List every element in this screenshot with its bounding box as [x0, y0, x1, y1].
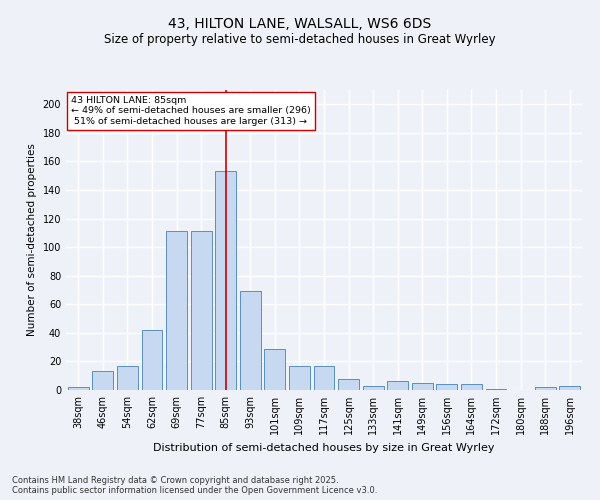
Bar: [215, 172, 236, 390]
Text: 43, HILTON LANE, WALSALL, WS6 6DS: 43, HILTON LANE, WALSALL, WS6 6DS: [169, 18, 431, 32]
Bar: [166, 232, 187, 390]
Text: Size of property relative to semi-detached houses in Great Wyrley: Size of property relative to semi-detach…: [104, 32, 496, 46]
Bar: [436, 384, 457, 390]
Bar: [92, 372, 113, 390]
Text: 43 HILTON LANE: 85sqm
← 49% of semi-detached houses are smaller (296)
 51% of se: 43 HILTON LANE: 85sqm ← 49% of semi-deta…: [71, 96, 311, 126]
Bar: [68, 387, 89, 390]
Bar: [485, 388, 506, 390]
Bar: [338, 378, 359, 390]
Text: Contains HM Land Registry data © Crown copyright and database right 2025.
Contai: Contains HM Land Registry data © Crown c…: [12, 476, 377, 495]
Bar: [314, 366, 334, 390]
Bar: [412, 383, 433, 390]
Bar: [265, 348, 286, 390]
Bar: [240, 292, 261, 390]
Bar: [535, 387, 556, 390]
Bar: [142, 330, 163, 390]
Bar: [559, 386, 580, 390]
Bar: [117, 366, 138, 390]
Bar: [387, 382, 408, 390]
Bar: [289, 366, 310, 390]
Bar: [191, 232, 212, 390]
X-axis label: Distribution of semi-detached houses by size in Great Wyrley: Distribution of semi-detached houses by …: [153, 442, 495, 452]
Bar: [362, 386, 383, 390]
Bar: [461, 384, 482, 390]
Y-axis label: Number of semi-detached properties: Number of semi-detached properties: [27, 144, 37, 336]
